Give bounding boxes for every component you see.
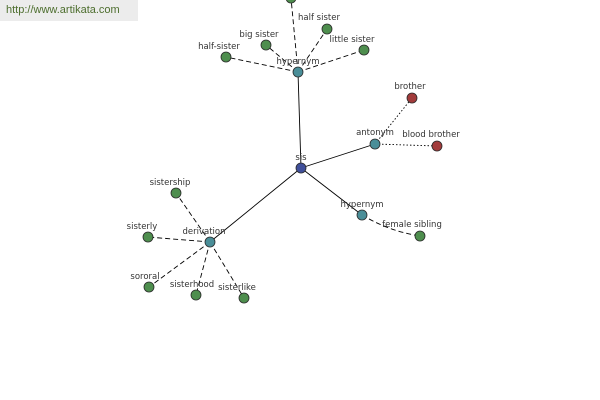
label-sistership[interactable]: sistership <box>150 178 191 188</box>
node-derivation[interactable] <box>204 236 216 248</box>
edge-derivation-sisterlike <box>209 241 245 299</box>
graph-labels: sis hypernym antonym hypernym derivation half… <box>127 13 461 293</box>
site-url-watermark[interactable]: http://www.artikata.com <box>0 0 138 21</box>
label-hypernym-right[interactable]: hypernym <box>340 200 383 210</box>
node-sororal[interactable] <box>143 281 155 293</box>
node-sisterhood[interactable] <box>190 289 202 301</box>
node-little-sister[interactable] <box>358 44 370 56</box>
node-sisterlike[interactable] <box>238 292 250 304</box>
label-antonym[interactable]: antonym <box>356 128 394 138</box>
label-female-sibling[interactable]: female sibling <box>382 220 442 230</box>
label-brother[interactable]: brother <box>394 82 426 92</box>
edge-sis-hypernym_right <box>300 167 363 216</box>
label-sis[interactable]: sis <box>295 153 307 163</box>
node-blood-brother[interactable] <box>431 140 443 152</box>
node-hypernym-top[interactable] <box>292 66 304 78</box>
edge-derivation-sororal <box>148 241 211 288</box>
node-half-sister-b[interactable] <box>321 23 333 35</box>
node-brother[interactable] <box>406 92 418 104</box>
label-hypernym-top[interactable]: hypernym <box>276 57 319 67</box>
node-antonym[interactable] <box>369 138 381 150</box>
label-half-sister-b[interactable]: half sister <box>298 13 340 23</box>
graph-edges <box>147 0 438 299</box>
label-sororal[interactable]: sororal <box>130 272 159 282</box>
label-big-sister[interactable]: big sister <box>239 30 279 40</box>
node-half-sister-a[interactable] <box>220 51 232 63</box>
edge-antonym-blood_brother <box>374 143 438 147</box>
label-sisterhood[interactable]: sisterhood <box>170 280 214 290</box>
node-top-partial[interactable] <box>285 0 297 4</box>
edge-hypernym_top-top_partial <box>290 0 299 73</box>
label-sisterlike[interactable]: sisterlike <box>218 283 256 293</box>
edge-sis-derivation <box>209 167 302 243</box>
graph-nodes <box>142 0 443 304</box>
edge-derivation-sisterly <box>147 236 211 243</box>
node-sis[interactable] <box>295 162 307 174</box>
node-hypernym-right[interactable] <box>356 209 368 221</box>
label-sisterly[interactable]: sisterly <box>127 222 158 232</box>
label-derivation[interactable]: derivation <box>182 227 225 237</box>
edge-hypernym_top-half_sister_a <box>225 56 299 73</box>
node-female-sibling[interactable] <box>414 230 426 242</box>
edge-sis-hypernym_top <box>297 71 302 169</box>
label-little-sister[interactable]: little sister <box>330 35 375 45</box>
edge-sis-antonym <box>300 143 376 169</box>
node-big-sister[interactable] <box>260 39 272 51</box>
node-sisterly[interactable] <box>142 231 154 243</box>
edge-hypernym_top-little_sister <box>297 49 365 73</box>
label-half-sister-a[interactable]: half-sister <box>198 42 240 52</box>
node-sistership[interactable] <box>170 187 182 199</box>
label-blood-brother[interactable]: blood brother <box>402 130 460 140</box>
